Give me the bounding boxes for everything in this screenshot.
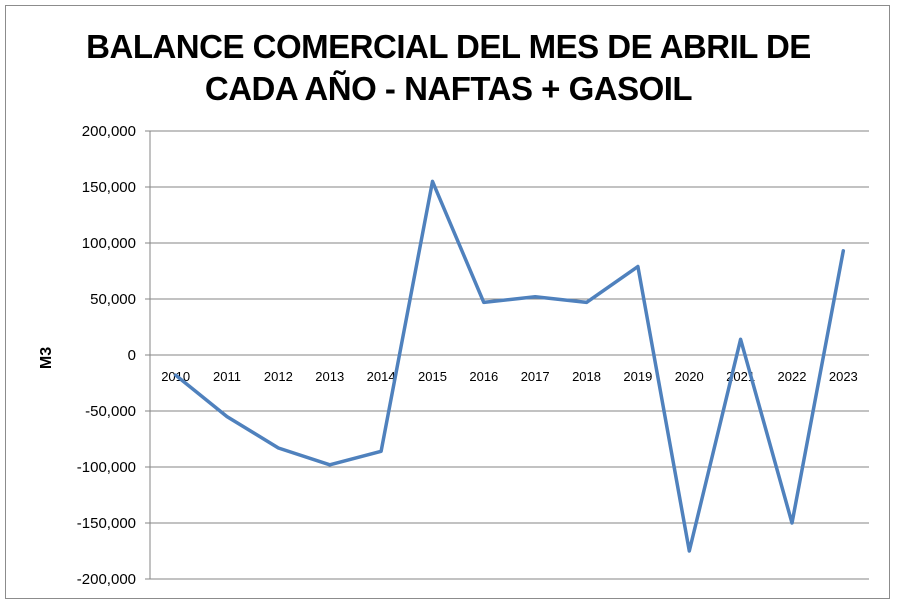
series-line xyxy=(173,179,846,553)
x-tick-label: 2018 xyxy=(572,369,601,384)
x-axis-tick-labels: 2010 2011 2012 2013 2014 2015 2016 2017 2018 2019… xyxy=(161,369,858,384)
x-tick-label: 2017 xyxy=(521,369,550,384)
x-tick-label: 2012 xyxy=(264,369,293,384)
y-tick-label: 100,000 xyxy=(82,235,136,252)
x-tick-label: 2013 xyxy=(315,369,344,384)
y-axis: 200,000 150,000 100,000 50,000 0 -50,000 -100,… xyxy=(77,123,151,588)
y-tick-label: 200,000 xyxy=(82,123,136,140)
y-tick-label: 50,000 xyxy=(90,291,136,308)
y-axis-label: M3 xyxy=(38,347,55,369)
series-layer xyxy=(173,179,846,553)
y-tick-label: -100,000 xyxy=(77,459,136,476)
y-tick-label: -50,000 xyxy=(85,403,136,420)
y-tick-label: -200,000 xyxy=(77,571,136,588)
chart-frame xyxy=(5,5,890,599)
x-tick-label: 2015 xyxy=(418,369,447,384)
x-tick-label: 2023 xyxy=(829,369,858,384)
x-tick-label: 2022 xyxy=(778,369,807,384)
chart-title: BALANCE COMERCIAL DEL MES DE ABRIL DE CA… xyxy=(0,26,897,110)
x-tick-label: 2014 xyxy=(367,369,396,384)
y-tick-label: -150,000 xyxy=(77,515,136,532)
x-tick-label: 2016 xyxy=(469,369,498,384)
chart-title-line-1: BALANCE COMERCIAL DEL MES DE ABRIL DE xyxy=(86,28,811,65)
chart-title-line-2: CADA AÑO - NAFTAS + GASOIL xyxy=(204,70,693,107)
gridlines xyxy=(150,130,869,580)
x-tick-label: 2020 xyxy=(675,369,704,384)
y-tick-label: 0 xyxy=(128,347,136,364)
x-tick-label: 2011 xyxy=(213,369,241,384)
y-tick-label: 150,000 xyxy=(82,179,136,196)
x-tick-label: 2019 xyxy=(623,369,652,384)
